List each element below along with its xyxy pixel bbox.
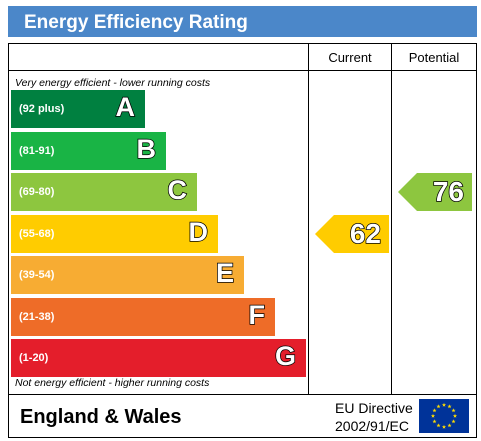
flag-star [451, 408, 456, 413]
footer: England & Wales EU Directive 2002/91/EC [8, 395, 477, 438]
band-c: (69-80) C [11, 173, 197, 211]
current-rating-arrow: 62 [315, 214, 389, 253]
potential-rating-arrow: 76 [398, 173, 472, 211]
band-range-label: (39-54) [19, 269, 55, 281]
band-letter-label: D [188, 216, 209, 248]
band-e: (39-54) E [11, 256, 244, 294]
band-letter-label: C [167, 174, 188, 206]
band-range-label: (81-91) [19, 144, 55, 157]
band-letter-label: E [215, 257, 235, 289]
eu-flag-icon [419, 399, 469, 433]
band-letter-label: B [136, 133, 157, 165]
current-column-divider [308, 44, 309, 394]
flag-star [432, 419, 437, 424]
band-a: (92 plus) A [11, 90, 145, 128]
flag-star [430, 413, 436, 418]
flag-star [432, 408, 437, 413]
current-column-header: Current [328, 50, 372, 65]
flag-star [447, 423, 452, 428]
flag-star [441, 424, 447, 429]
title-bar: Energy Efficiency Rating [8, 6, 477, 37]
flag-star [447, 404, 452, 409]
band-b: (81-91) B [11, 131, 166, 170]
band-letter-label: G [274, 340, 297, 372]
header-divider [9, 70, 476, 71]
chart-title: Energy Efficiency Rating [24, 12, 248, 33]
directive-line-1: EU Directive [335, 400, 413, 416]
band-letter-label: F [248, 299, 266, 331]
band-f: (21-38) F [11, 297, 275, 336]
band-g: (1-20) G [11, 339, 306, 377]
rating-frame: Current Potential Very energy efficient … [8, 43, 477, 395]
country-label: England & Wales [20, 406, 182, 428]
band-letter-label: A [115, 91, 136, 123]
potential-column-header: Potential [408, 50, 460, 65]
band-range-label: (69-80) [19, 186, 55, 198]
directive-line-2: 2002/91/EC [335, 418, 409, 434]
band-range-label: (55-68) [19, 227, 55, 240]
potential-column-divider [391, 44, 392, 394]
band-range-label: (21-38) [19, 310, 55, 323]
band-range-label: (92 plus) [19, 103, 65, 115]
flag-star [452, 413, 458, 418]
flag-star [436, 423, 441, 428]
band-d: (55-68) D [11, 214, 218, 253]
band-range-label: (1-20) [19, 352, 49, 364]
current-rating-value: 62 [349, 217, 382, 250]
top-note: Very energy efficient - lower running co… [15, 77, 211, 89]
flag-star [436, 404, 441, 409]
bottom-note: Not energy efficient - higher running co… [15, 377, 210, 389]
flag-star [441, 402, 447, 407]
potential-rating-value: 76 [432, 175, 465, 208]
flag-star [451, 419, 456, 424]
